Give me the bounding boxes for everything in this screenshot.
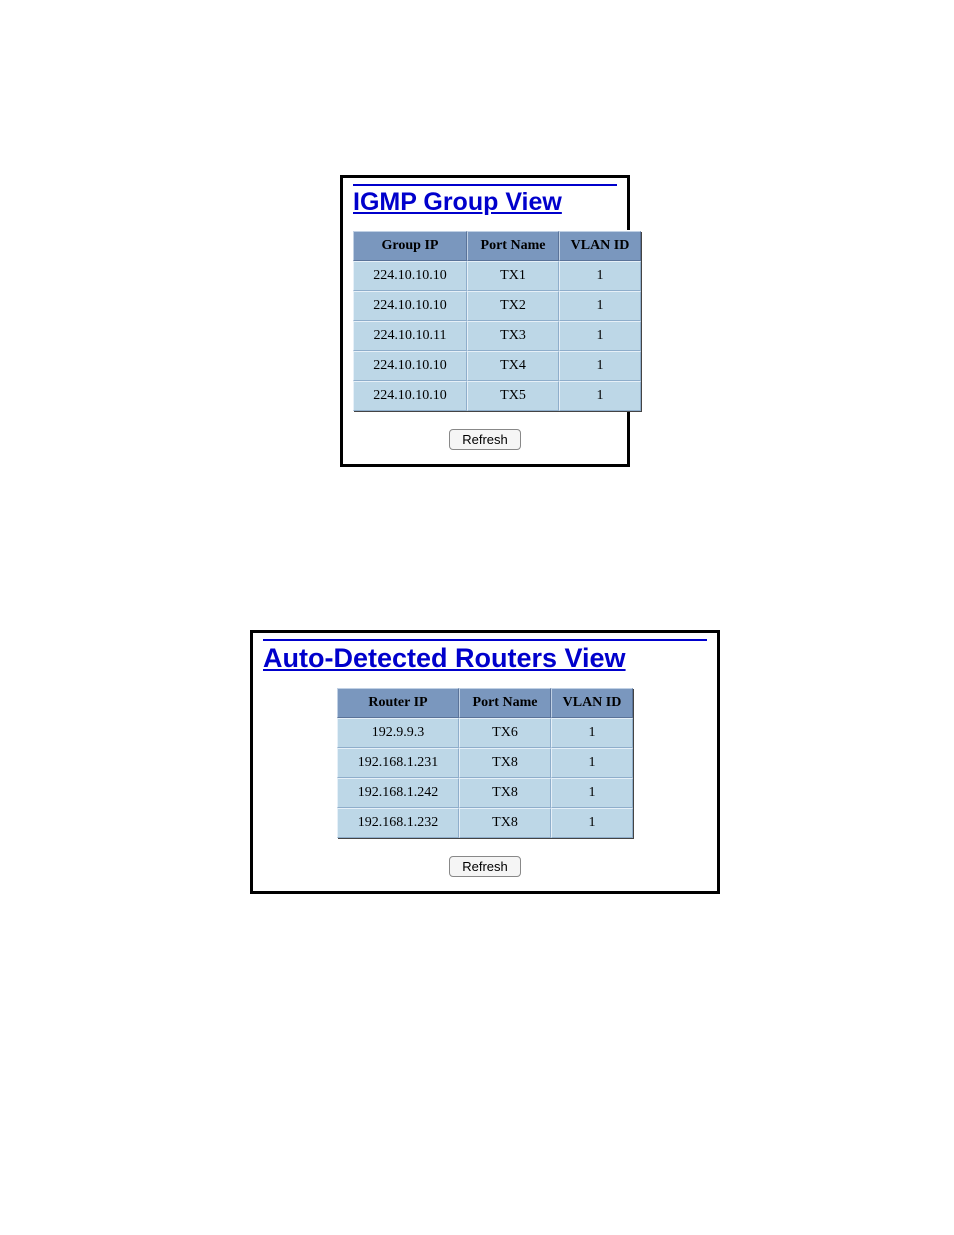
col-group-ip: Group IP bbox=[353, 231, 467, 261]
cell-group-ip: 224.10.10.10 bbox=[353, 381, 467, 411]
table-row: 192.168.1.231 TX8 1 bbox=[337, 748, 633, 778]
cell-port-name: TX2 bbox=[467, 291, 559, 321]
cell-port-name: TX8 bbox=[459, 748, 551, 778]
routers-title: Auto-Detected Routers View bbox=[263, 639, 707, 674]
cell-vlan-id: 1 bbox=[559, 321, 641, 351]
igmp-group-view-panel: IGMP Group View Group IP Port Name VLAN … bbox=[340, 175, 630, 467]
table-header-row: Router IP Port Name VLAN ID bbox=[337, 688, 633, 718]
table-header-row: Group IP Port Name VLAN ID bbox=[353, 231, 641, 261]
col-vlan-id: VLAN ID bbox=[551, 688, 633, 718]
table-row: 224.10.10.11 TX3 1 bbox=[353, 321, 641, 351]
cell-router-ip: 192.168.1.242 bbox=[337, 778, 459, 808]
cell-vlan-id: 1 bbox=[551, 808, 633, 838]
igmp-title: IGMP Group View bbox=[353, 184, 617, 217]
table-row: 224.10.10.10 TX5 1 bbox=[353, 381, 641, 411]
cell-port-name: TX5 bbox=[467, 381, 559, 411]
table-row: 192.168.1.242 TX8 1 bbox=[337, 778, 633, 808]
col-port-name: Port Name bbox=[467, 231, 559, 261]
cell-port-name: TX3 bbox=[467, 321, 559, 351]
routers-button-row: Refresh bbox=[263, 856, 707, 877]
table-row: 192.168.1.232 TX8 1 bbox=[337, 808, 633, 838]
igmp-table: Group IP Port Name VLAN ID 224.10.10.10 … bbox=[353, 231, 641, 411]
table-row: 224.10.10.10 TX2 1 bbox=[353, 291, 641, 321]
cell-port-name: TX8 bbox=[459, 808, 551, 838]
cell-group-ip: 224.10.10.10 bbox=[353, 261, 467, 291]
cell-port-name: TX4 bbox=[467, 351, 559, 381]
cell-port-name: TX8 bbox=[459, 778, 551, 808]
table-row: 224.10.10.10 TX1 1 bbox=[353, 261, 641, 291]
cell-group-ip: 224.10.10.10 bbox=[353, 351, 467, 381]
cell-router-ip: 192.168.1.232 bbox=[337, 808, 459, 838]
table-row: 224.10.10.10 TX4 1 bbox=[353, 351, 641, 381]
table-row: 192.9.9.3 TX6 1 bbox=[337, 718, 633, 748]
cell-vlan-id: 1 bbox=[559, 381, 641, 411]
col-vlan-id: VLAN ID bbox=[559, 231, 641, 261]
cell-vlan-id: 1 bbox=[551, 778, 633, 808]
cell-router-ip: 192.9.9.3 bbox=[337, 718, 459, 748]
cell-port-name: TX6 bbox=[459, 718, 551, 748]
auto-detected-routers-panel: Auto-Detected Routers View Router IP Por… bbox=[250, 630, 720, 894]
cell-vlan-id: 1 bbox=[551, 748, 633, 778]
routers-table: Router IP Port Name VLAN ID 192.9.9.3 TX… bbox=[337, 688, 633, 838]
cell-vlan-id: 1 bbox=[559, 351, 641, 381]
igmp-button-row: Refresh bbox=[353, 429, 617, 450]
cell-vlan-id: 1 bbox=[551, 718, 633, 748]
cell-group-ip: 224.10.10.11 bbox=[353, 321, 467, 351]
cell-port-name: TX1 bbox=[467, 261, 559, 291]
cell-group-ip: 224.10.10.10 bbox=[353, 291, 467, 321]
refresh-button[interactable]: Refresh bbox=[449, 429, 521, 450]
refresh-button[interactable]: Refresh bbox=[449, 856, 521, 877]
cell-router-ip: 192.168.1.231 bbox=[337, 748, 459, 778]
col-port-name: Port Name bbox=[459, 688, 551, 718]
col-router-ip: Router IP bbox=[337, 688, 459, 718]
cell-vlan-id: 1 bbox=[559, 291, 641, 321]
cell-vlan-id: 1 bbox=[559, 261, 641, 291]
